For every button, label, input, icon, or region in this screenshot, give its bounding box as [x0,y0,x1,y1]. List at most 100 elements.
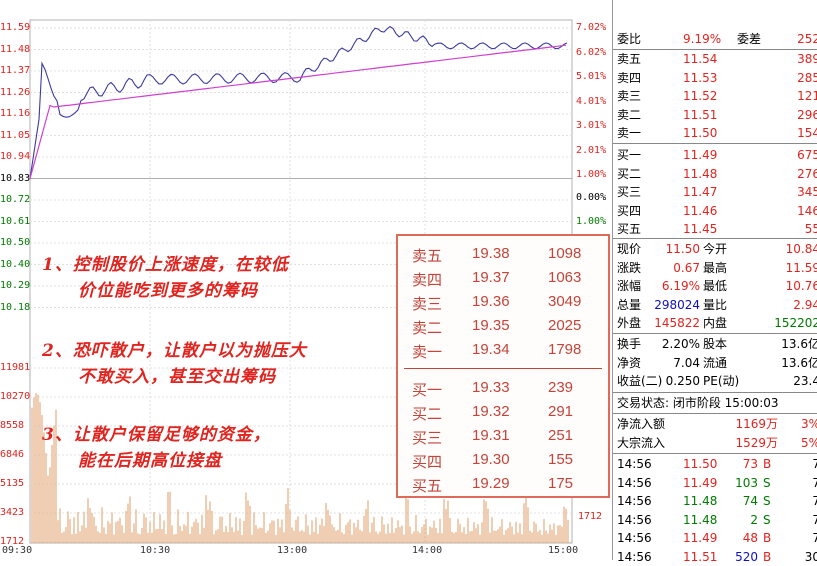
trade-status-row: 交易状态: 闭市阶段 15:00:03 [613,394,817,412]
buy-label: 买一 [412,382,443,399]
bid-label: 买一 [617,148,642,162]
tick-price: 11.50 [683,457,718,471]
buy-vol: 291 [548,403,574,420]
flow-row: 大宗流入 1529万 5% [613,434,817,452]
tick-row: 14:56 11.48 2 S 7 [613,511,817,529]
percent-tick: 7.02% [576,22,607,33]
stat-row: 外盘 145822 内盘 152202 [613,314,817,332]
weicha-value: 252 [797,32,817,46]
percent-tick: 3.01% [576,120,607,131]
bid-volume: 146 [797,203,817,218]
tick-time: 14:56 [617,494,652,508]
ask-label: 卖二 [617,107,642,122]
stat-row: 涨幅 6.19% 最低 10.76 [613,277,817,295]
time-tick: 13:00 [277,545,308,556]
stat-label: 涨幅 [617,279,642,293]
tick-time: 14:56 [617,457,652,471]
buy-row: 买四 19.30 155 [398,448,608,472]
tick-price: 11.51 [683,549,718,564]
sell-label: 卖五 [412,248,443,265]
buy-label: 买四 [412,454,443,471]
buy-row: 买三 19.31 251 [398,424,608,448]
sell-vol: 1098 [548,245,582,262]
sell-label: 卖二 [412,320,443,337]
stat2-label: 收益(二) [617,374,663,388]
stat-label-2: 今开 [703,242,728,256]
stat2-value: 0.250 [665,374,700,388]
weibi-row: 委比 9.19% 委差 252 [613,30,817,48]
sell-label: 卖一 [412,344,443,361]
stat-label-2: 最低 [703,279,728,293]
percent-tick: 4.01% [576,95,607,107]
ask-price: 11.53 [683,70,718,85]
price-tick: 10.50 [0,237,31,248]
stat-value-2: 152202 [774,316,817,330]
tick-price: 11.49 [683,531,718,545]
stat-label-2: 最高 [703,260,728,275]
sell-price: 19.34 [472,341,510,358]
price-tick: 10.83 [0,172,31,184]
ask-volume: 121 [797,89,817,103]
stat-value: 0.67 [673,260,700,275]
buy-price: 19.29 [472,475,510,492]
ask-price: 11.51 [683,107,718,122]
bid-label: 买四 [617,203,642,218]
ask-label: 卖一 [617,126,642,140]
average-price-line [29,44,567,179]
tick-row: 14:56 11.50 73 B 7 [613,455,817,473]
bid-label: 买五 [617,222,642,236]
tick-count: 7 [812,531,817,545]
buy-price: 19.31 [472,427,510,444]
flow-row: 净流入额 1169万 3% [613,415,817,433]
sell-row: 卖五 19.38 1098 [398,242,608,266]
volume-tick-right: 1712 [578,511,603,522]
sell-vol: 1063 [548,269,582,286]
sell-vol: 2025 [548,317,582,334]
tick-time: 14:56 [617,531,652,545]
tick-row: 14:56 11.51 520 B 30 [613,548,817,566]
tick-volume: 103 [735,475,758,490]
buy-row: 买一 19.33 239 [398,376,608,400]
tick-count: 7 [812,494,817,508]
stat-value: 145822 [654,316,700,330]
tick-count: 30 [804,549,817,564]
buy-label: 买二 [412,406,443,423]
panel-divider [613,392,817,393]
stat2-label-2: 流通 [703,355,728,370]
flow-value: 1169万 [735,417,778,431]
percent-tick: 1.00% [576,169,607,180]
quote-panel: 委比 9.19% 委差 252 卖五 11.54 389 卖四 11.53 285 卖三 11.52 1… [612,0,817,564]
bid-price: 11.49 [683,148,718,162]
ask-price: 11.52 [683,89,718,103]
tick-side: B [763,531,772,545]
stat2-value: 7.04 [673,355,700,370]
volume-tick: 8558 [0,420,25,431]
tick-time: 14:56 [617,549,652,564]
price-tick: 11.37 [0,65,31,76]
tick-side: S [763,494,771,508]
bid-price: 11.46 [683,203,718,218]
time-tick: 14:00 [412,545,443,556]
buy-row: 买五 19.29 175 [398,472,608,496]
bid-row: 买一 11.49 675 [613,146,817,164]
flow-label: 大宗流入 [617,435,666,450]
tick-price: 11.48 [683,512,718,527]
stat2-row: 净资 7.04 流通 13.6亿 [613,354,817,372]
time-tick: 10:30 [140,545,171,556]
stat-value: 6.19% [661,279,700,293]
stat-row: 涨跌 0.67 最高 11.59 [613,259,817,277]
tick-volume: 520 [735,549,758,564]
volume-tick: 1712 [0,536,25,547]
stat2-label-2: PE(动) [703,374,740,388]
stat2-value-2: 23.4 [793,374,817,388]
bid-price: 11.48 [683,166,718,181]
tick-count: 7 [812,512,817,527]
tick-side: B [763,457,772,471]
orderbook-overlay: 卖五 19.38 1098 卖四 19.37 1063 卖三 19.36 3049 卖二 19.35… [396,234,610,498]
panel-divider [613,413,817,414]
note-2-line-1: 2、恐吓散户，让散户以为抛压大 [42,341,307,361]
bid-volume: 276 [797,166,817,181]
sell-row: 卖三 19.36 3049 [398,290,608,314]
tick-count: 7 [812,475,817,490]
panel-divider [613,238,817,239]
